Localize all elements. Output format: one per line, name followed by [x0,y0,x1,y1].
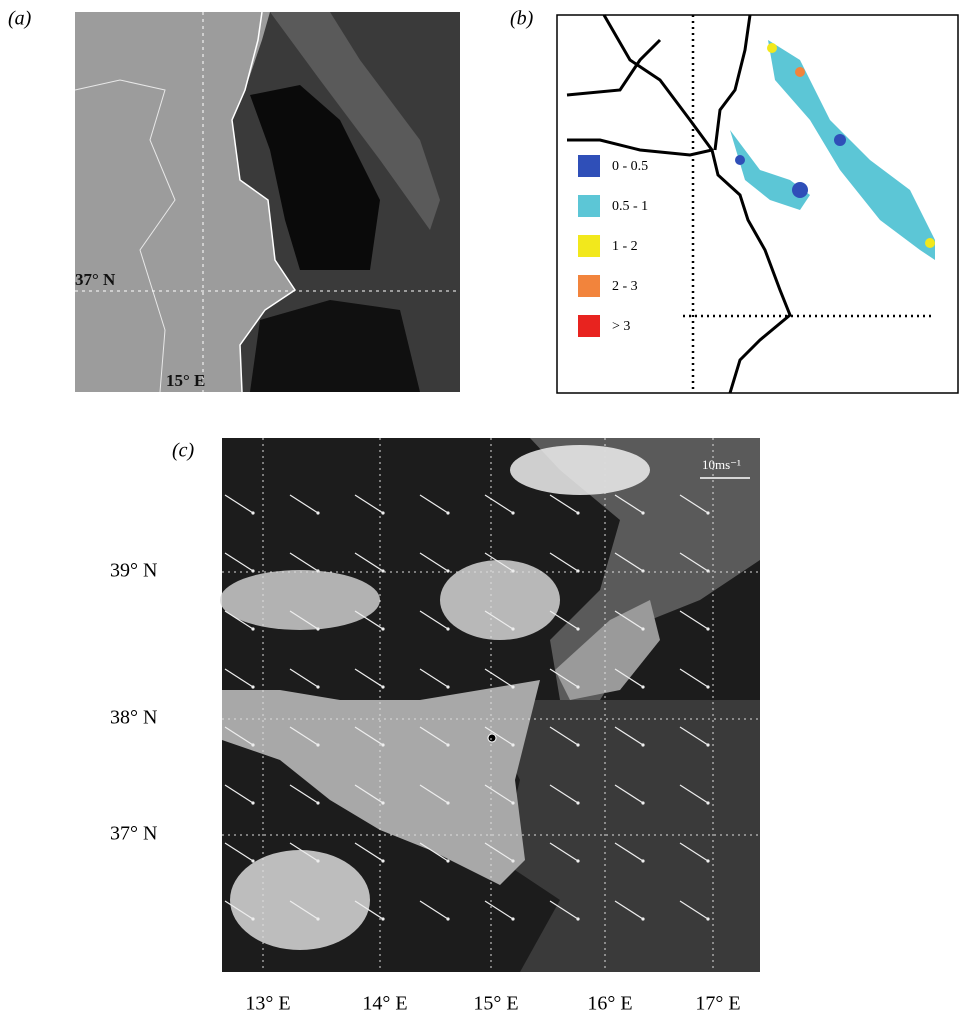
arrow-head [316,685,319,688]
arrow-head [381,511,384,514]
lon-label: 14° E [362,993,407,1015]
arrow-head [251,627,254,630]
arrow-head [446,511,449,514]
arrow-head [251,917,254,920]
legend-label: 1 - 2 [612,239,638,254]
arrow-head [511,801,514,804]
arrow-head [446,801,449,804]
arrow-head [511,917,514,920]
legend-swatch [578,275,600,297]
cloud [510,445,650,495]
cloud [220,570,380,630]
panel-label: (c) [172,440,195,462]
arrow-head [316,801,319,804]
arrow-head [641,801,644,804]
anomaly-spot [792,182,808,198]
arrow-head [511,743,514,746]
legend-label: 0.5 - 1 [612,199,648,214]
anomaly-spot [795,67,805,77]
arrow-head [576,511,579,514]
arrow-head [381,743,384,746]
arrow-head [446,685,449,688]
arrow-head [576,801,579,804]
legend-label: 0 - 0.5 [612,159,648,174]
arrow-head [576,917,579,920]
arrow-head [706,511,709,514]
arrow-head [251,743,254,746]
arrow-head [511,627,514,630]
arrow-head [511,859,514,862]
arrow-head [251,801,254,804]
arrow-head [706,743,709,746]
scale-label: 10ms⁻¹ [702,457,741,472]
arrow-head [576,627,579,630]
arrow-head [446,917,449,920]
arrow-head [511,511,514,514]
arrow-head [316,743,319,746]
lon-label: 17° E [695,993,740,1015]
lat-label: 39° N [110,560,157,582]
lon-label: 16° E [587,993,632,1015]
arrow-head [641,859,644,862]
arrow-head [706,627,709,630]
legend-label: 2 - 3 [612,279,638,294]
arrow-head [706,917,709,920]
arrow-head [446,859,449,862]
legend-swatch [578,155,600,177]
lat-label: 38° N [110,707,157,729]
arrow-head [381,627,384,630]
figure-canvas: (a) 37° N 15° E (b) 0 - 0.5 0.5 - 1 1 - 2 2… [0,0,962,1022]
arrow-head [316,917,319,920]
lat-label: 37° N [110,823,157,845]
anomaly-spot [925,238,935,248]
lon-label: 15° E [473,993,518,1015]
arrow-head [641,743,644,746]
arrow-head [576,685,579,688]
arrow-head [706,685,709,688]
arrow-head [706,801,709,804]
arrow-head [641,917,644,920]
arrow-head [446,569,449,572]
legend-label: > 3 [612,319,630,334]
legend-swatch [578,315,600,337]
etna [488,734,496,742]
arrow-head [381,917,384,920]
panel-label: (b) [510,8,534,30]
arrow-head [641,627,644,630]
lon-label: 13° E [245,993,290,1015]
arrow-head [446,627,449,630]
anomaly-spot [767,43,777,53]
arrow-head [706,859,709,862]
arrow-head [251,685,254,688]
lon-label: 15° E [166,371,205,390]
arrow-head [576,743,579,746]
arrow-head [381,685,384,688]
panel-label: (a) [8,8,32,30]
arrow-head [641,685,644,688]
arrow-head [316,511,319,514]
figure: (a) 37° N 15° E (b) 0 - 0.5 0.5 - 1 1 - 2 2… [0,0,962,1022]
arrow-head [316,859,319,862]
legend-swatch [578,235,600,257]
arrow-head [511,685,514,688]
lat-label: 37° N [75,270,116,289]
anomaly-spot [834,134,846,146]
arrow-head [316,627,319,630]
arrow-head [576,859,579,862]
legend-swatch [578,195,600,217]
arrow-head [251,511,254,514]
arrow-head [641,511,644,514]
arrow-head [251,859,254,862]
cloud [230,850,370,950]
arrow-head [446,743,449,746]
arrow-head [381,801,384,804]
arrow-head [381,859,384,862]
anomaly-spot [735,155,745,165]
